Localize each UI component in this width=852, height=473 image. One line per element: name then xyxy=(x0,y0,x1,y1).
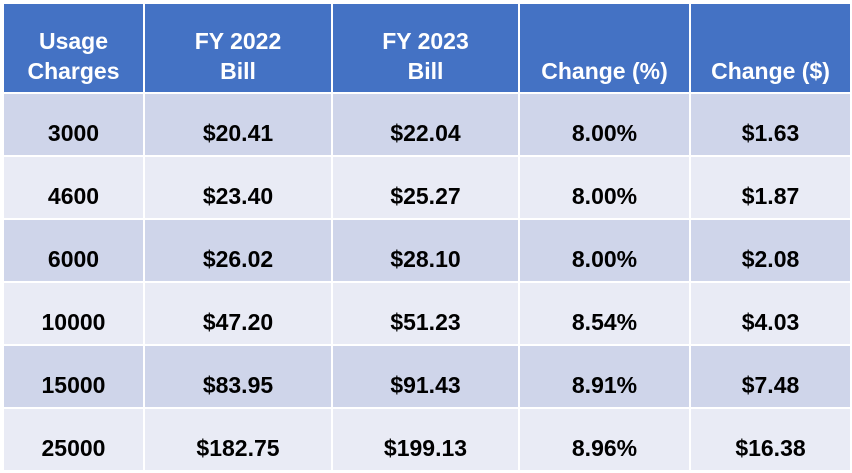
table-row: 3000 $20.41 $22.04 8.00% $1.63 xyxy=(2,92,852,157)
cell-usage: 3000 xyxy=(2,92,145,157)
cell-change-dollars: $1.87 xyxy=(689,155,852,220)
cell-usage: 4600 xyxy=(2,155,145,220)
cell-fy2022: $182.75 xyxy=(143,407,333,472)
header-line: FY 2023 xyxy=(382,28,469,54)
cell-change-dollars: $4.03 xyxy=(689,281,852,346)
table-row: 15000 $83.95 $91.43 8.91% $7.48 xyxy=(2,344,852,409)
cell-change-percent: 8.00% xyxy=(518,155,691,220)
cell-usage: 10000 xyxy=(2,281,145,346)
cell-change-percent: 8.91% xyxy=(518,344,691,409)
cell-fy2023: $91.43 xyxy=(331,344,520,409)
header-change-percent: Change (%) xyxy=(518,2,691,94)
cell-fy2023: $25.27 xyxy=(331,155,520,220)
table-row: 4600 $23.40 $25.27 8.00% $1.87 xyxy=(2,155,852,220)
header-fy2022-bill: FY 2022 Bill xyxy=(143,2,333,94)
cell-fy2022: $26.02 xyxy=(143,218,333,283)
table-row: 6000 $26.02 $28.10 8.00% $2.08 xyxy=(2,218,852,283)
cell-change-percent: 8.96% xyxy=(518,407,691,472)
header-fy2023-bill: FY 2023 Bill xyxy=(331,2,520,94)
header-line: FY 2022 xyxy=(194,28,282,54)
cell-change-dollars: $16.38 xyxy=(689,407,852,472)
cell-fy2022: $83.95 xyxy=(143,344,333,409)
header-line: Change (%) xyxy=(541,58,668,84)
cell-change-dollars: $7.48 xyxy=(689,344,852,409)
cell-change-percent: 8.00% xyxy=(518,92,691,157)
header-line: Bill xyxy=(220,58,256,84)
cell-fy2023: $22.04 xyxy=(331,92,520,157)
cell-usage: 15000 xyxy=(2,344,145,409)
header-row: Usage Charges FY 2022 Bill FY 2023 Bill … xyxy=(2,2,852,94)
header-usage-charges: Usage Charges xyxy=(2,2,145,94)
cell-usage: 6000 xyxy=(2,218,145,283)
cell-change-dollars: $2.08 xyxy=(689,218,852,283)
cell-fy2022: $23.40 xyxy=(143,155,333,220)
header-line: Charges xyxy=(27,58,120,84)
cell-fy2022: $47.20 xyxy=(143,281,333,346)
cell-fy2023: $28.10 xyxy=(331,218,520,283)
cell-change-percent: 8.00% xyxy=(518,218,691,283)
header-change-dollars: Change ($) xyxy=(689,2,852,94)
cell-fy2022: $20.41 xyxy=(143,92,333,157)
header-line: Bill xyxy=(407,58,444,84)
cell-fy2023: $199.13 xyxy=(331,407,520,472)
header-line: Usage xyxy=(38,28,109,54)
table-row: 25000 $182.75 $199.13 8.96% $16.38 xyxy=(2,407,852,472)
header-line: Change ($) xyxy=(711,58,830,84)
cell-usage: 25000 xyxy=(2,407,145,472)
cell-fy2023: $51.23 xyxy=(331,281,520,346)
cell-change-dollars: $1.63 xyxy=(689,92,852,157)
cell-change-percent: 8.54% xyxy=(518,281,691,346)
table-row: 10000 $47.20 $51.23 8.54% $4.03 xyxy=(2,281,852,346)
